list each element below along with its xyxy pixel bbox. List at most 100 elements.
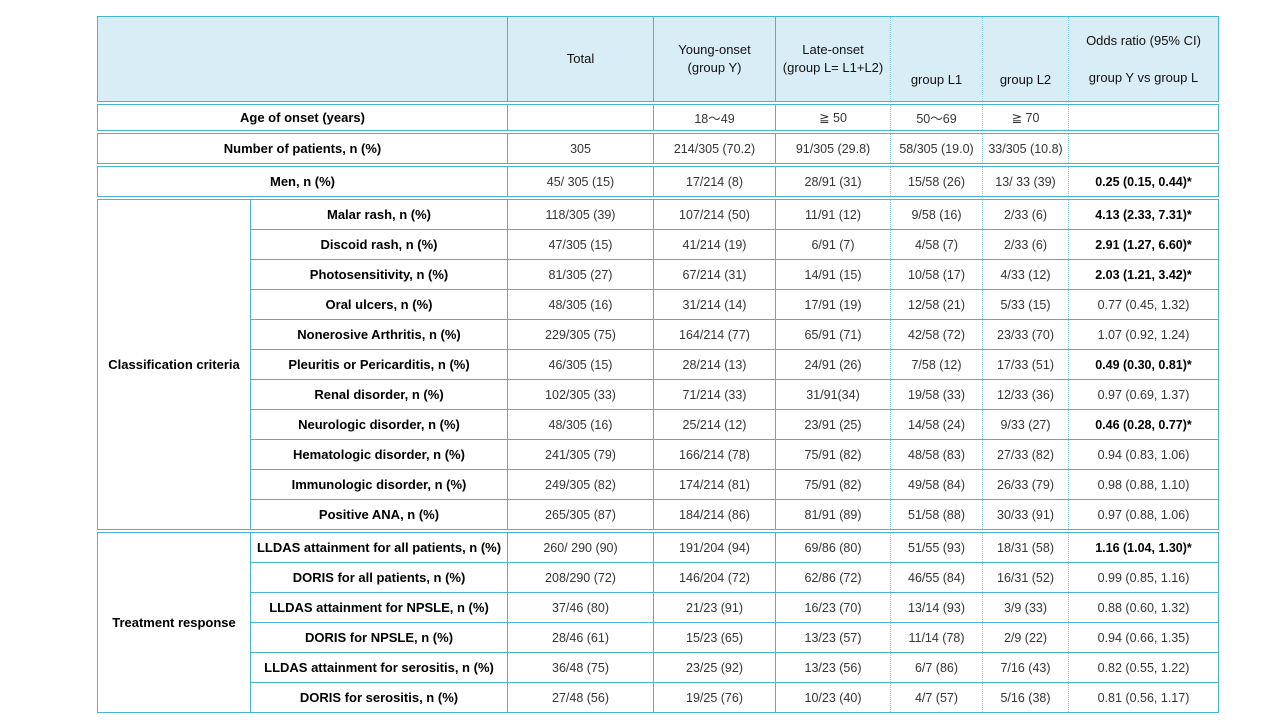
data-cell-l2: 12/33 (36) xyxy=(982,379,1069,410)
data-cell-l2: 33/305 (10.8) xyxy=(982,133,1070,164)
row-label-cell: Age of onset (years) xyxy=(96,104,509,131)
header-group-l1: group L1 xyxy=(890,16,983,102)
table-row: Positive ANA, n (%) 265/305 (87) 184/214… xyxy=(98,499,1219,530)
results-table: Total Young-onset (group Y) Late-onset (gr… xyxy=(96,16,1220,715)
data-cell-l2: 17/33 (51) xyxy=(982,349,1069,380)
data-cell-total: 46/305 (15) xyxy=(507,349,654,380)
row-label-cell: Photosensitivity, n (%) xyxy=(250,259,508,290)
data-cell-odds: 0.49 (0.30, 0.81)* xyxy=(1068,349,1219,380)
data-cell-odds: 1.16 (1.04, 1.30)* xyxy=(1068,532,1219,563)
data-cell-l1: 14/58 (24) xyxy=(890,409,983,440)
header-late-onset: Late-onset (group L= L1+L2) xyxy=(775,16,891,102)
data-cell-young: 18～49 xyxy=(653,104,777,131)
table-row: DORIS for all patients, n (%) 208/290 (7… xyxy=(98,562,1219,593)
table-row: Nonerosive Arthritis, n (%) 229/305 (75)… xyxy=(98,319,1219,350)
data-cell-l1: 51/58 (88) xyxy=(890,499,983,530)
data-cell-late: ≧ 50 xyxy=(775,104,892,131)
data-cell-total: 102/305 (33) xyxy=(507,379,654,410)
data-cell-young: 23/25 (92) xyxy=(653,652,776,683)
header-odds-line2: group Y vs group L xyxy=(1088,69,1199,85)
data-cell-odds: 0.97 (0.88, 1.06) xyxy=(1068,499,1219,530)
header-late-line1: Late-onset xyxy=(802,42,864,58)
row-label-cell: Renal disorder, n (%) xyxy=(250,379,508,410)
data-cell-odds: 0.94 (0.83, 1.06) xyxy=(1068,439,1219,470)
data-cell-total: 48/305 (16) xyxy=(507,409,654,440)
data-cell-l1: 51/55 (93) xyxy=(890,532,983,563)
data-cell-l2: 16/31 (52) xyxy=(982,562,1069,593)
data-cell-young: 41/214 (19) xyxy=(653,229,776,260)
data-cell-total: 229/305 (75) xyxy=(507,319,654,350)
data-cell-late: 69/86 (80) xyxy=(775,532,891,563)
header-corner-cell xyxy=(97,16,508,102)
data-cell-total: 249/305 (82) xyxy=(507,469,654,500)
data-cell-l1: 58/305 (19.0) xyxy=(890,133,984,164)
data-cell-total: 208/290 (72) xyxy=(507,562,654,593)
data-cell-late: 81/91 (89) xyxy=(775,499,891,530)
data-cell-l2: 27/33 (82) xyxy=(982,439,1069,470)
data-cell-l1: 46/55 (84) xyxy=(890,562,983,593)
table-row: Pleuritis or Pericarditis, n (%) 46/305 … xyxy=(98,349,1219,380)
row-label-cell: Number of patients, n (%) xyxy=(96,133,509,164)
data-cell-l2: 23/33 (70) xyxy=(982,319,1069,350)
data-cell-l2: 18/31 (58) xyxy=(982,532,1069,563)
data-cell-young: 107/214 (50) xyxy=(653,199,776,230)
data-cell-young: 28/214 (13) xyxy=(653,349,776,380)
data-cell-odds: 4.13 (2.33, 7.31)* xyxy=(1068,199,1219,230)
data-cell-late: 14/91 (15) xyxy=(775,259,891,290)
data-cell-l2: 2/9 (22) xyxy=(982,622,1069,653)
data-cell-late: 31/91(34) xyxy=(775,379,891,410)
row-label-cell: Discoid rash, n (%) xyxy=(250,229,508,260)
data-cell-l2: 4/33 (12) xyxy=(982,259,1069,290)
row-label-cell: DORIS for all patients, n (%) xyxy=(250,562,508,593)
data-cell-late: 75/91 (82) xyxy=(775,469,891,500)
header-row: Total Young-onset (group Y) Late-onset (gr… xyxy=(97,16,1219,102)
table-row: Number of patients, n (%) 305 214/305 (7… xyxy=(96,133,1220,164)
data-cell-late: 13/23 (57) xyxy=(775,622,891,653)
row-label-cell: Neurologic disorder, n (%) xyxy=(250,409,508,440)
row-label-cell: DORIS for NPSLE, n (%) xyxy=(250,622,508,653)
header-late-line2: (group L= L1+L2) xyxy=(782,60,884,75)
data-cell-young: 67/214 (31) xyxy=(653,259,776,290)
data-cell-total: 260/ 290 (90) xyxy=(507,532,654,563)
data-cell-total: 47/305 (15) xyxy=(507,229,654,260)
data-cell-l2: 5/16 (38) xyxy=(982,682,1069,713)
header-young-line1: Young-onset xyxy=(678,42,751,58)
data-cell-l2: 30/33 (91) xyxy=(982,499,1069,530)
data-cell-late: 11/91 (12) xyxy=(775,199,891,230)
data-cell-odds: 0.99 (0.85, 1.16) xyxy=(1068,562,1219,593)
row-label-cell: LLDAS attainment for all patients, n (%) xyxy=(250,532,508,563)
row-label-cell: Nonerosive Arthritis, n (%) xyxy=(250,319,508,350)
data-cell-young: 17/214 (8) xyxy=(653,166,776,197)
men-section: Men, n (%) 45/ 305 (15) 17/214 (8) 28/91… xyxy=(97,166,1219,197)
data-cell-l2: 26/33 (79) xyxy=(982,469,1069,500)
table-row: Oral ulcers, n (%) 48/305 (16) 31/214 (1… xyxy=(98,289,1219,320)
data-cell-l2: 7/16 (43) xyxy=(982,652,1069,683)
data-cell-l2: 5/33 (15) xyxy=(982,289,1069,320)
data-cell-total: 241/305 (79) xyxy=(507,439,654,470)
table-row: DORIS for serositis, n (%) 27/48 (56) 19… xyxy=(98,682,1219,713)
table-row: Neurologic disorder, n (%) 48/305 (16) 2… xyxy=(98,409,1219,440)
data-cell-late: 91/305 (29.8) xyxy=(775,133,892,164)
data-cell-total: 37/46 (80) xyxy=(507,592,654,623)
data-cell-l1: 10/58 (17) xyxy=(890,259,983,290)
row-label-cell: DORIS for serositis, n (%) xyxy=(250,682,508,713)
data-cell-odds: 0.88 (0.60, 1.32) xyxy=(1068,592,1219,623)
data-cell-young: 166/214 (78) xyxy=(653,439,776,470)
data-cell-young: 19/25 (76) xyxy=(653,682,776,713)
table-row: Age of onset (years) 18～49 ≧ 50 50～69 ≧ … xyxy=(96,104,1220,131)
row-label-cell: Positive ANA, n (%) xyxy=(250,499,508,530)
data-cell-odds xyxy=(1068,133,1220,164)
group-label-cell: Classification criteria xyxy=(97,199,251,530)
data-cell-l1: 50～69 xyxy=(890,104,984,131)
data-cell-l1: 42/58 (72) xyxy=(890,319,983,350)
data-cell-l1: 49/58 (84) xyxy=(890,469,983,500)
row-label-cell: Men, n (%) xyxy=(97,166,508,197)
data-cell-l1: 6/7 (86) xyxy=(890,652,983,683)
data-cell-total: 265/305 (87) xyxy=(507,499,654,530)
data-cell-young: 174/214 (81) xyxy=(653,469,776,500)
header-young-onset: Young-onset (group Y) xyxy=(653,16,776,102)
row-label-cell: LLDAS attainment for NPSLE, n (%) xyxy=(250,592,508,623)
data-cell-l1: 15/58 (26) xyxy=(890,166,983,197)
data-cell-l1: 13/14 (93) xyxy=(890,592,983,623)
